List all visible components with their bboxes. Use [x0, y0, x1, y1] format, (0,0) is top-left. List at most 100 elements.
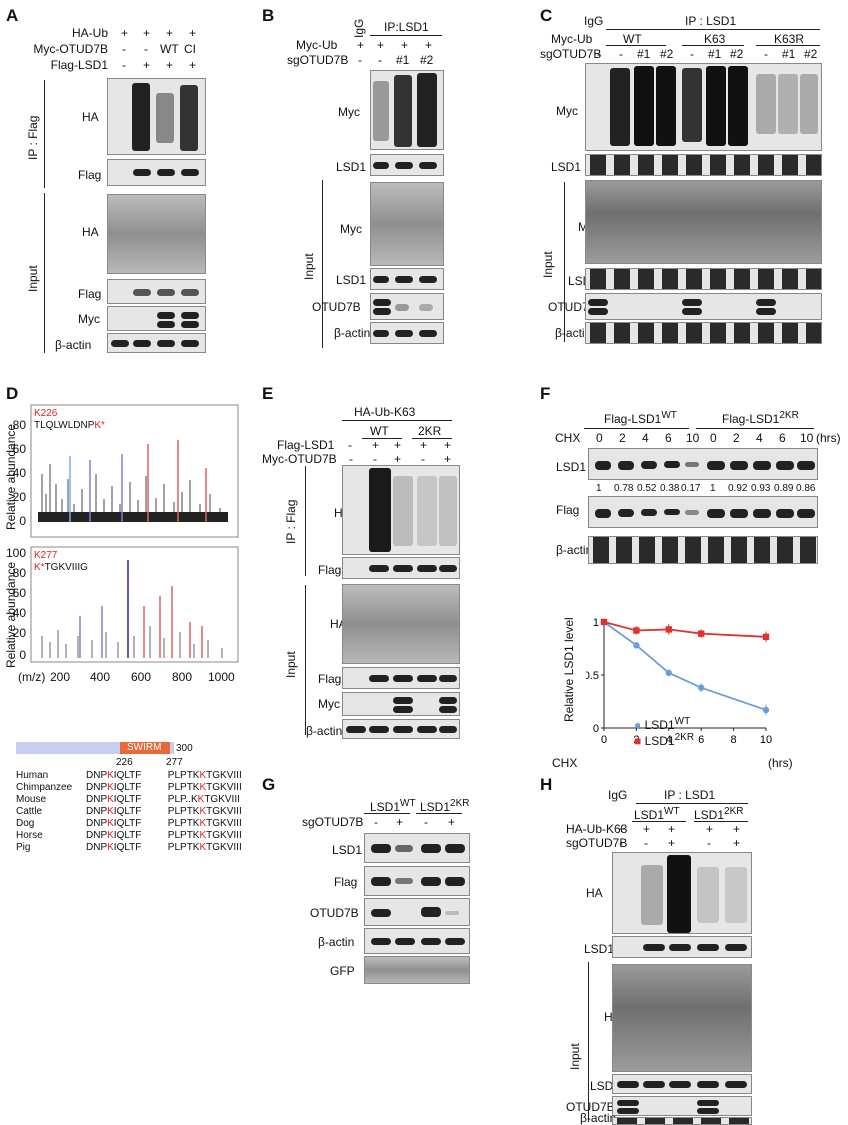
x-tick-label: 6 — [698, 734, 704, 746]
y-tick-label: 0.5 — [586, 670, 599, 682]
blot-label: LSD1 — [336, 273, 367, 287]
blot-ha-input — [612, 964, 752, 1072]
blot-ha-ip — [107, 78, 206, 155]
time-point: 4 — [756, 431, 763, 445]
blot-flag-input — [342, 667, 460, 689]
blot-lsd1-input — [585, 268, 822, 290]
blot-label: OTUD7B — [566, 1100, 615, 1114]
blot-label: Flag — [78, 287, 102, 301]
blot-lsd1-ip — [612, 936, 752, 958]
blot-otud7b — [364, 898, 470, 926]
x-tick-label: 8 — [731, 734, 737, 746]
ip-label: IP : LSD1 — [685, 14, 737, 28]
hrs-label: (hrs) — [816, 431, 841, 445]
input-label: Input — [284, 651, 298, 678]
panel-label-a: A — [6, 6, 19, 25]
blot-label: Flag — [78, 168, 102, 182]
species-name: Dog — [16, 818, 35, 829]
time-point: 2 — [619, 431, 626, 445]
quant-value: 0.93 — [751, 483, 771, 494]
blot-flag-input — [107, 279, 206, 304]
blot-myc-ip — [370, 70, 444, 150]
legend-2kr: ■ LSD12KR — [634, 732, 695, 748]
blot-actin — [588, 536, 818, 564]
x-tick-label: 10 — [760, 734, 772, 746]
blot-label: Flag — [318, 672, 342, 686]
input-label: Input — [568, 1043, 582, 1070]
blot-label: Myc — [556, 104, 578, 118]
species-name: Cattle — [16, 806, 43, 817]
data-point — [633, 642, 640, 649]
x-tick: 800 — [172, 670, 193, 684]
group-label-wt: LSD1WT — [370, 798, 416, 814]
quant-value: 0.92 — [728, 483, 748, 494]
quant-value: 1 — [596, 483, 602, 494]
site-226: 226 — [116, 757, 133, 768]
blot-label: β-actin — [556, 543, 593, 557]
species-name: Human — [16, 770, 49, 781]
blot-label: GFP — [330, 964, 355, 978]
blot-label: LSD1 — [551, 160, 582, 174]
panel-label-h: H — [540, 775, 553, 794]
time-point: 4 — [642, 431, 649, 445]
blot-lsd1 — [364, 833, 470, 863]
y-tick-label: 1 — [593, 617, 599, 629]
x-tick: 1000 — [208, 670, 235, 684]
chart-x-unit: (hrs) — [768, 756, 793, 770]
igg-label: IgG — [352, 18, 366, 38]
data-point — [633, 627, 640, 634]
ms-spectrum-2 — [30, 546, 239, 663]
blot-label: HA — [586, 886, 603, 900]
decay-line-chart: 0 2 4 6 8 10 0 0.5 1 — [586, 617, 772, 746]
blot-actin — [364, 928, 470, 954]
row-label: HA-Ub-K63 — [566, 822, 628, 836]
site-277: 277 — [166, 757, 183, 768]
species-name: Horse — [16, 830, 43, 841]
blot-label: β-actin — [318, 935, 355, 949]
row-label: HA-Ub — [71, 26, 108, 40]
data-point — [762, 706, 770, 714]
swirm-label: SWIRM — [127, 742, 162, 753]
blot-label: LSD1 — [584, 942, 615, 956]
row-label: sgOTUD7B — [287, 53, 349, 67]
blot-label: Flag — [318, 563, 342, 577]
data-point — [762, 633, 770, 641]
panel-label-f: F — [540, 384, 551, 403]
quant-value: 0.17 — [681, 483, 701, 494]
time-point: 0 — [710, 431, 717, 445]
y-tick-label: 0 — [593, 723, 599, 735]
data-point — [698, 630, 705, 637]
data-point — [600, 618, 608, 626]
quant-value: 0.89 — [774, 483, 794, 494]
legend-wt: ● LSD1WT — [634, 716, 691, 732]
chart-ylabel: Relative LSD1 level — [562, 617, 576, 722]
group-k63: K63 — [704, 32, 726, 46]
row-label: Myc-OTUD7B — [33, 42, 108, 56]
blot-label: HA — [82, 110, 99, 124]
blot-lsd1-ip — [370, 154, 444, 176]
row-label: Myc-Ub — [296, 38, 338, 52]
row-label: sgOTUD7B — [566, 836, 628, 850]
site-label: K277 — [34, 550, 58, 561]
x-tick: 400 — [90, 670, 111, 684]
blot-label: β-actin — [580, 1111, 617, 1125]
row-label: Flag-LSD1 — [277, 438, 335, 452]
series-line-2kr — [603, 621, 767, 638]
ip-label: IP : Flag — [284, 499, 298, 544]
blot-actin-input — [612, 1117, 752, 1125]
igg-label: IgG — [584, 14, 604, 28]
alignment-row: Horse DNPKIQLTF PLPTKKTGKVIII — [16, 830, 242, 841]
blot-flag-ip — [342, 557, 460, 579]
blot-label: Flag — [556, 503, 580, 517]
group-2kr: 2KR — [418, 424, 442, 438]
blot-label: Flag — [334, 875, 358, 889]
time-point: 2 — [733, 431, 740, 445]
time-point: 6 — [779, 431, 786, 445]
igg-label: IgG — [608, 788, 628, 802]
x-tick-label: 2 — [633, 734, 639, 746]
alignment-row: Pig DNPKIQLTF PLPTKKTGKVIII — [16, 842, 242, 853]
species-name: Mouse — [16, 794, 47, 805]
time-point: 10 — [686, 431, 700, 445]
blot-flag — [364, 866, 470, 896]
panel-label-c: C — [540, 6, 553, 25]
